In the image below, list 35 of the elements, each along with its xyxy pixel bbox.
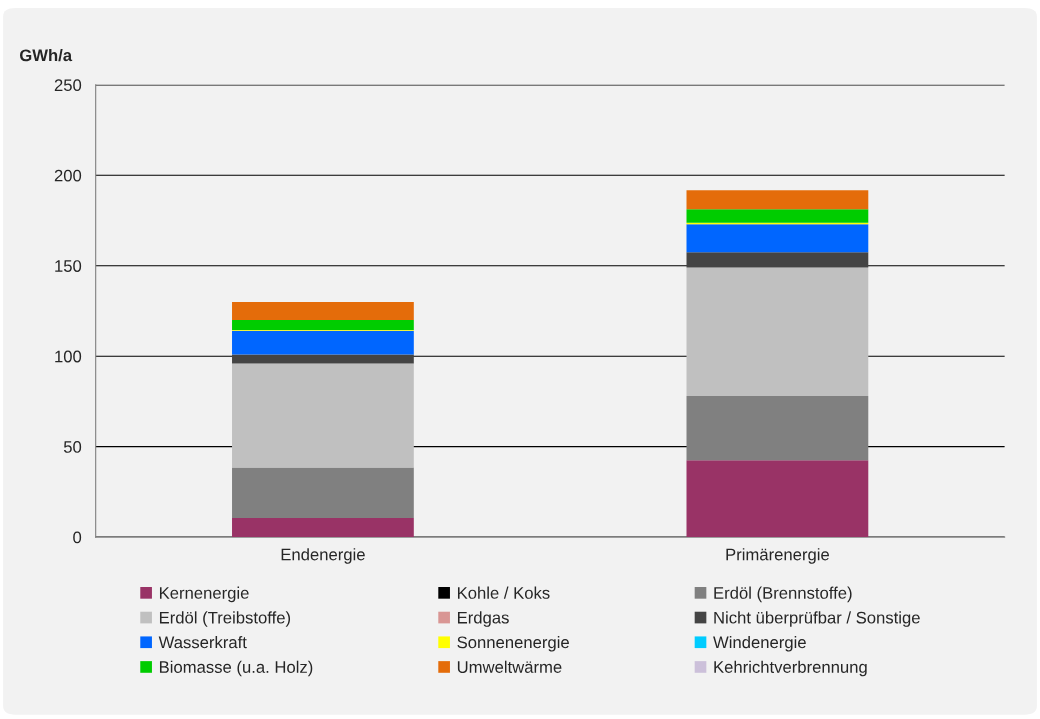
legend-label: Erdgas (457, 611, 509, 627)
legend-label: Erdöl (Treibstoffe) (159, 611, 291, 627)
legend-label: Kohle / Koks (457, 586, 550, 599)
y-tick-label: 250 (54, 79, 82, 92)
bar (232, 320, 414, 330)
y-tick-label: 0 (73, 531, 82, 544)
legend-label: Kehrichtverbrennung (714, 660, 867, 677)
bar (686, 395, 869, 461)
bar (232, 330, 414, 355)
bar (232, 518, 414, 538)
bar (232, 301, 414, 321)
legend-label: Erdöl (Brennstoffe) (714, 586, 852, 603)
bar (232, 467, 414, 519)
legend-label: Windenergie (713, 636, 806, 652)
legend-label: Wasserkraft (158, 636, 247, 649)
legend-label: Sonnenenergie (457, 636, 569, 652)
bar (686, 190, 869, 210)
legend-label: Biomasse (u.a. Holz) (159, 660, 313, 677)
bar (686, 267, 869, 396)
y-axis-title: GWh/a (19, 48, 73, 62)
y-tick-label: 200 (54, 169, 82, 182)
legend-label: Umweltwärme (457, 660, 562, 673)
bar (686, 209, 869, 223)
bar (686, 224, 869, 253)
bar (232, 354, 414, 364)
bar (686, 460, 869, 538)
y-tick-label: 100 (55, 350, 82, 363)
bar (232, 363, 414, 468)
x-tick-label: Primärenergie (726, 548, 829, 564)
legend-label: Nicht überprüfbar / Sonstige (714, 611, 920, 627)
x-tick-label: Endenergie (281, 548, 365, 564)
y-tick-label: 50 (63, 441, 82, 453)
y-tick-label: 150 (55, 260, 82, 272)
bar (686, 252, 869, 268)
legend-label: Kernenergie (159, 586, 249, 603)
